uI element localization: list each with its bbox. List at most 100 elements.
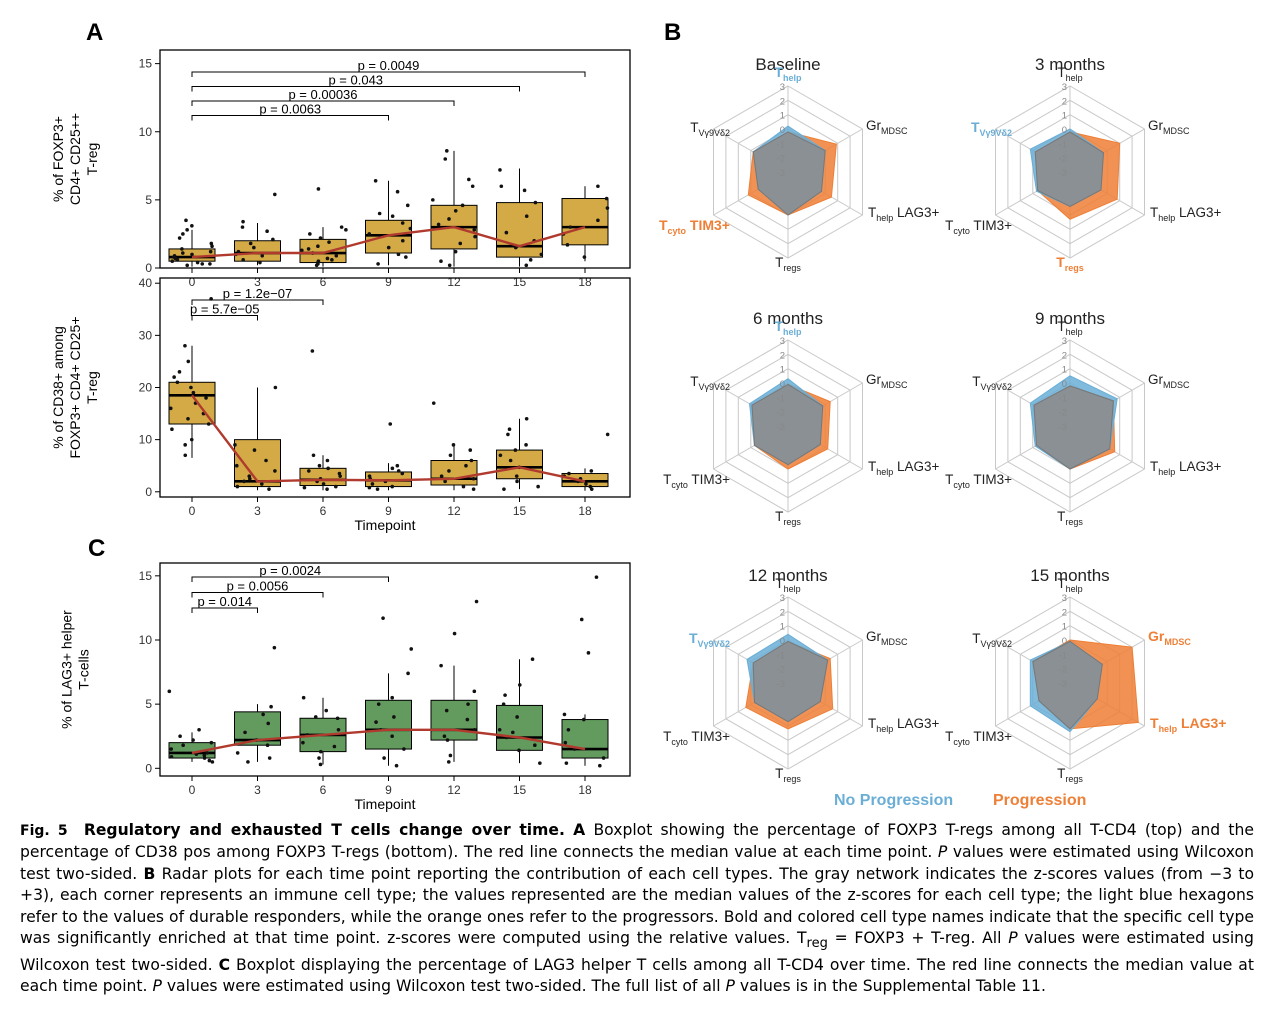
data-point [472, 689, 477, 694]
boxplot-treg-percent: 0 5 10 15 0 3 6 9 12 15 18 % of FOXP3+ CD4+ CD25++ T-… [50, 49, 631, 289]
data-point [377, 211, 382, 216]
data-point [444, 708, 449, 713]
data-point [442, 734, 447, 739]
radar-axis-label: Thelp [1057, 319, 1082, 337]
data-point [598, 763, 602, 768]
data-point [240, 225, 245, 229]
radar-axis-label: Thelp [1057, 576, 1082, 594]
data-point [447, 217, 451, 221]
data-point [271, 237, 275, 242]
radar-axis-label: GrMDSC [866, 372, 908, 390]
data-point [439, 259, 443, 263]
radar-tick-label: 2 [780, 607, 785, 618]
radar-axis-label: TVγ9Vδ2 [689, 630, 730, 649]
data-point [252, 448, 257, 452]
radar-axis-label: Thelp [775, 576, 800, 594]
x-tick-label: 6 [320, 783, 327, 797]
data-point [390, 734, 394, 739]
data-point [190, 223, 194, 228]
panel-letter-c: C [88, 535, 105, 562]
x-tick-label: 6 [320, 504, 327, 518]
radar-tick-label: 2 [1062, 96, 1067, 107]
data-point [318, 236, 323, 240]
caption-treg-sub: reg [806, 936, 828, 952]
radar-tick-label: 1 [780, 365, 785, 376]
data-point [445, 738, 450, 742]
data-point [197, 728, 201, 732]
y-axis-label: T-cells [76, 649, 92, 689]
radar-axis-label: GrMDSC [1148, 118, 1190, 136]
radar-tick-label: 1 [1062, 622, 1067, 633]
box [496, 202, 543, 258]
data-point [325, 458, 330, 463]
data-point [507, 427, 512, 432]
data-point [497, 728, 502, 732]
radar-tick-label: -1 [777, 393, 785, 404]
plot-frame [159, 562, 631, 777]
data-point [589, 487, 594, 491]
data-point [169, 747, 174, 751]
data-point [273, 385, 278, 390]
data-point [567, 471, 571, 476]
data-point [588, 484, 593, 489]
data-point [206, 422, 211, 426]
radar-title: 3 months [1035, 55, 1105, 74]
data-point [307, 469, 311, 473]
panel-letter-a: A [86, 19, 103, 46]
data-point [589, 469, 594, 473]
data-point [461, 484, 466, 489]
data-point [388, 422, 393, 426]
radar-tick-label: 0 [780, 125, 785, 136]
data-point [330, 258, 334, 262]
data-point [498, 453, 503, 458]
data-point [443, 157, 448, 161]
pvalue-label: p = 0.014 [197, 594, 252, 609]
x-tick-label: 12 [447, 783, 461, 797]
pvalue-label: p = 0.0024 [259, 563, 321, 578]
data-point [582, 255, 587, 259]
radar-tick-label: -3 [1059, 168, 1067, 179]
radar-title: 12 months [748, 566, 827, 585]
median-connect-line [191, 728, 586, 755]
y-axis-label: % of LAG3+ helper [59, 610, 75, 729]
y-tick-label: 30 [139, 328, 153, 342]
data-point [175, 380, 180, 385]
data-point [458, 241, 463, 246]
data-point [310, 349, 315, 353]
data-point [300, 248, 304, 253]
data-point [252, 245, 256, 250]
panel-letter-b: B [664, 19, 681, 46]
radar-axis-label: Tcyto TIM3+ [663, 729, 730, 747]
radar-tick-label: -3 [777, 679, 785, 690]
data-point [302, 485, 307, 490]
radar-tick-label: -2 [1059, 408, 1067, 419]
radar-title: Baseline [755, 55, 820, 74]
caption-p-italic-4: P [725, 976, 735, 995]
data-point [191, 738, 195, 742]
radar-axis-label: Thelp LAG3+ [1150, 715, 1226, 734]
data-point [453, 208, 458, 213]
pvalue-bracket [191, 115, 389, 121]
data-point [465, 717, 470, 722]
radar-5: 15 months 3 2 1 0 -1 -2 -3 Thelp GrMDSC Thelp LAG3… [945, 566, 1226, 784]
radar-axis-label: Tregs [775, 255, 801, 273]
data-point [235, 751, 240, 755]
data-point [539, 252, 544, 257]
radar-axis-label: Thelp LAG3+ [868, 459, 940, 477]
radar-2: 6 months 3 2 1 0 -1 -2 -3 Thelp GrMDSC Thelp LAG3+… [663, 309, 939, 527]
data-point [447, 469, 451, 473]
data-point [530, 657, 535, 662]
box [496, 449, 543, 480]
data-point [386, 245, 391, 250]
data-point [506, 432, 510, 437]
caption-title: Regulatory and exhausted T cells change … [83, 821, 565, 839]
data-point [515, 479, 519, 484]
data-point [208, 249, 213, 254]
data-point [367, 232, 372, 236]
y-tick-label: 40 [139, 276, 153, 290]
legend-progression: Progression [993, 792, 1087, 809]
radar-tick-label: -3 [777, 422, 785, 433]
x-tick-label: 9 [385, 504, 392, 518]
box [430, 699, 478, 741]
radar-tick-label: 0 [1062, 379, 1067, 390]
